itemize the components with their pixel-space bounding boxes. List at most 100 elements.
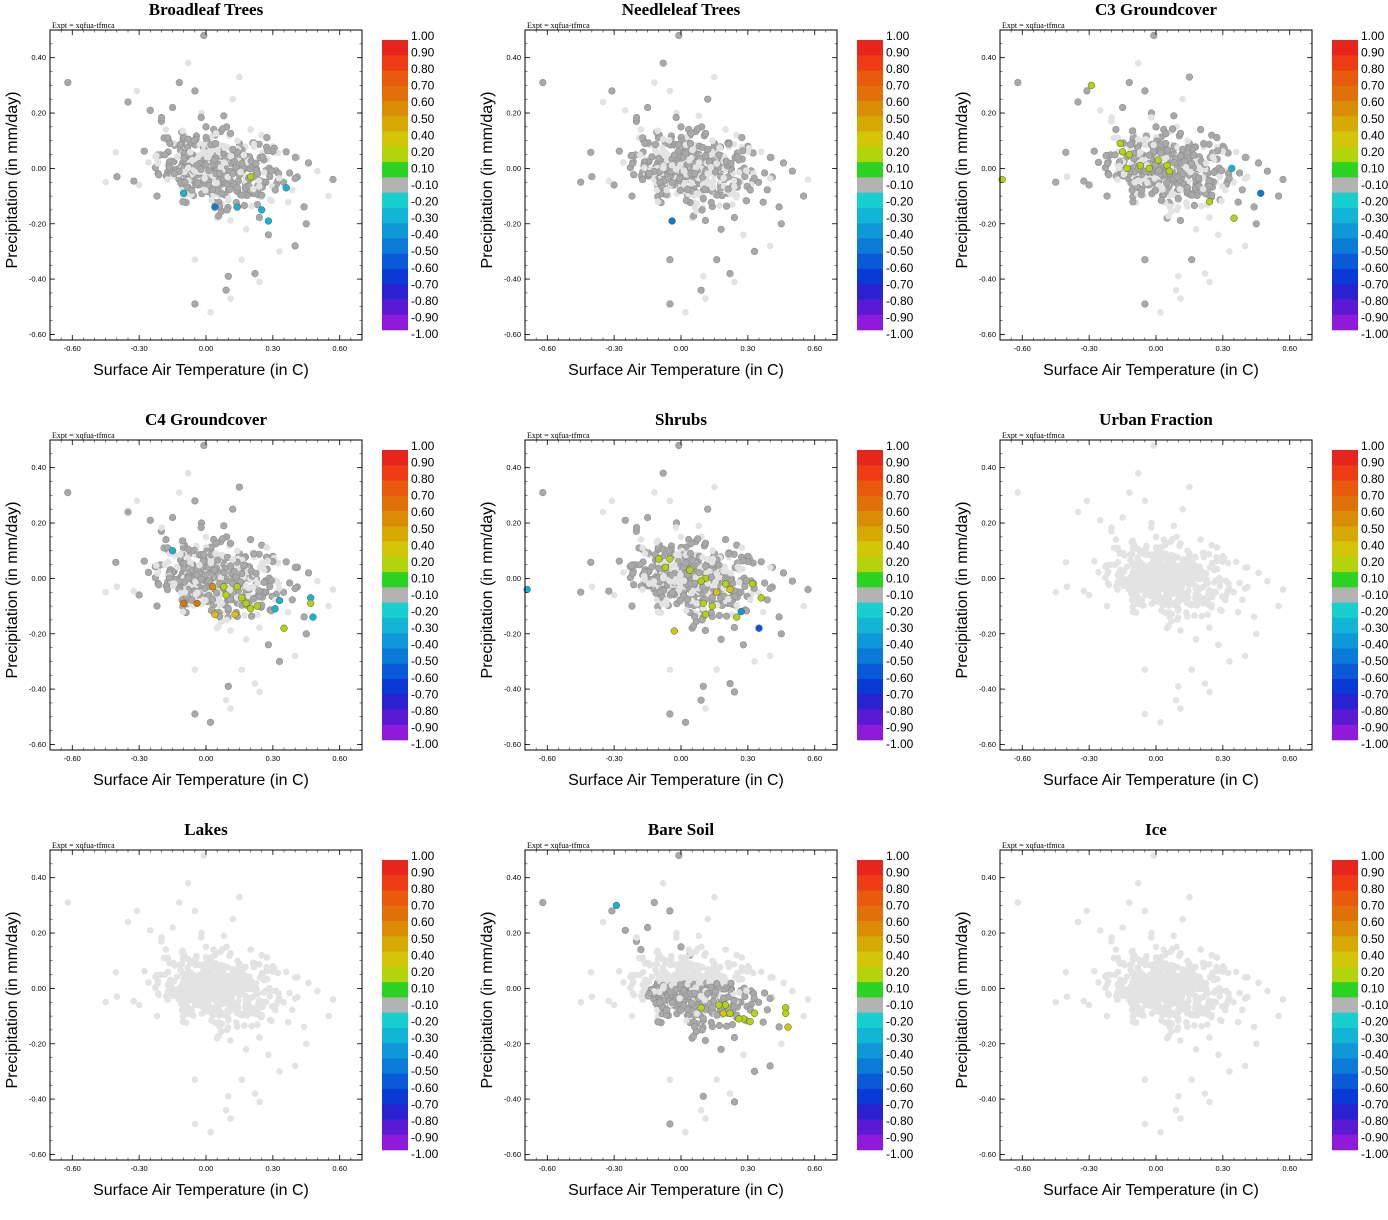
background-point (169, 513, 177, 522)
background-point (1080, 177, 1088, 185)
background-point (654, 198, 662, 206)
colorbar-swatch (1332, 116, 1358, 132)
background-point (1197, 536, 1204, 543)
background-point (303, 1040, 310, 1048)
data-point (211, 203, 219, 211)
background-point (223, 206, 231, 214)
background-point (800, 602, 807, 610)
background-point (775, 1023, 783, 1031)
background-point (707, 163, 715, 171)
background-point (722, 536, 730, 544)
background-point (671, 971, 678, 979)
y-tick-label: 0.40 (506, 53, 521, 62)
data-point (180, 189, 188, 197)
background-point (1175, 273, 1182, 280)
background-point (1128, 596, 1136, 604)
background-point (212, 550, 219, 557)
colorbar-swatch (382, 268, 408, 285)
colorbar-label: -0.40 (411, 1048, 439, 1062)
colorbar-label: 0.10 (1361, 161, 1385, 175)
colorbar-label: 0.50 (411, 932, 435, 946)
background-point (742, 197, 751, 205)
background-point (226, 539, 235, 547)
colorbar-label: -0.60 (411, 261, 439, 275)
background-point (264, 147, 272, 155)
colorbar-label: -0.80 (411, 704, 439, 718)
background-point (1174, 583, 1181, 591)
background-point (725, 550, 733, 558)
background-point (1201, 680, 1209, 687)
background-point (1215, 231, 1222, 239)
background-point (233, 1004, 241, 1011)
background-point (727, 979, 735, 987)
data-point (280, 624, 288, 632)
chart-title: Shrubs (655, 410, 707, 429)
background-point (200, 551, 208, 559)
data-point (755, 624, 763, 632)
colorbar-label: -0.80 (886, 294, 914, 308)
background-point (1119, 514, 1126, 521)
background-point (201, 571, 209, 579)
background-point (286, 989, 293, 997)
background-point (713, 666, 720, 673)
background-point (201, 584, 209, 592)
background-point (671, 561, 678, 569)
background-point (621, 516, 629, 524)
data-point (757, 594, 765, 602)
colorbar-label: 0.50 (411, 112, 435, 126)
colorbar-label: -0.90 (411, 1130, 439, 1144)
data-point (748, 580, 756, 588)
background-point (1188, 570, 1195, 577)
background-point (621, 926, 629, 934)
x-tick-label: 0.30 (1216, 754, 1231, 763)
background-point (605, 587, 613, 595)
background-point (655, 975, 663, 982)
background-point (659, 879, 667, 887)
colorbar-label: 1.00 (886, 29, 910, 43)
background-point (1179, 505, 1186, 513)
background-point (1114, 586, 1121, 593)
background-point (1253, 630, 1260, 638)
background-point (191, 87, 199, 95)
colorbar-swatch (382, 890, 408, 907)
background-point (190, 136, 198, 144)
background-point (179, 608, 187, 616)
colorbar-swatch (382, 192, 408, 209)
background-point (1170, 522, 1178, 530)
background-point (577, 588, 585, 596)
colorbar-label: 0.20 (1361, 145, 1385, 159)
colorbar-swatch (857, 511, 883, 527)
colorbar-label: 1.00 (411, 439, 435, 453)
background-point (1236, 169, 1244, 177)
background-point (713, 1076, 720, 1083)
colorbar-label: 0.10 (411, 981, 435, 995)
background-point (250, 960, 258, 968)
background-point (1170, 112, 1178, 120)
background-point (258, 1011, 266, 1019)
background-point (176, 899, 183, 906)
colorbar-swatch (382, 921, 408, 937)
background-point (723, 612, 731, 620)
x-tick-label: 0.30 (266, 344, 281, 353)
background-point (788, 167, 797, 175)
y-axis-label: Precipitation (in mm/day) (954, 92, 971, 269)
background-point (1161, 139, 1170, 148)
colorbar-label: 0.40 (1361, 538, 1385, 552)
background-point (676, 995, 683, 1002)
background-point (1162, 129, 1170, 137)
background-point (259, 563, 267, 571)
background-point (663, 186, 670, 194)
background-point (668, 179, 676, 187)
background-point (250, 140, 258, 148)
background-point (662, 968, 669, 976)
background-point (237, 168, 244, 176)
background-point (749, 969, 757, 977)
background-point (1183, 609, 1190, 616)
background-point (691, 989, 699, 997)
background-point (1224, 559, 1232, 567)
background-point (275, 580, 282, 587)
background-point (1157, 559, 1165, 567)
background-point (677, 943, 685, 951)
background-point (1213, 544, 1221, 551)
background-point (184, 59, 192, 67)
